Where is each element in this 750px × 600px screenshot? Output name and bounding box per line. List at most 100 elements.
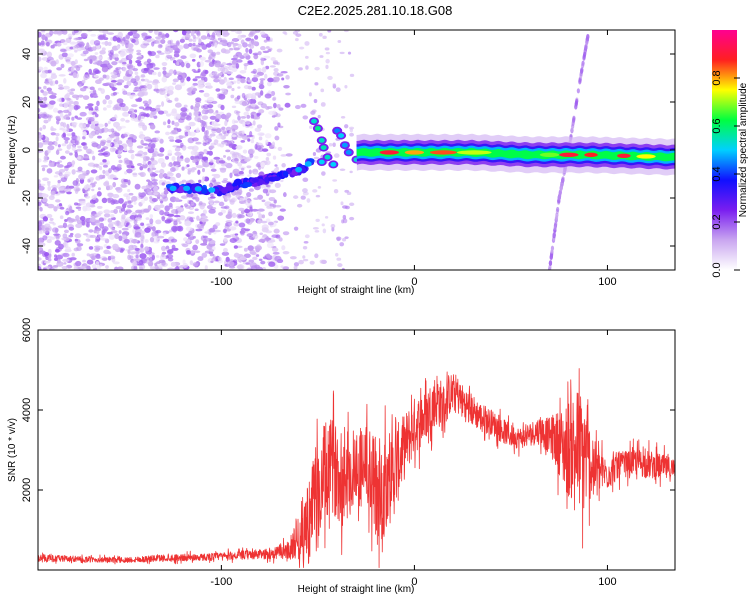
noise-blob (138, 209, 145, 215)
noise-blob (256, 162, 262, 168)
noise-blob (231, 153, 238, 160)
noise-blob (239, 256, 247, 261)
noise-blob (233, 47, 240, 51)
colorbar-tick-label: 0.4 (711, 166, 723, 181)
noise-blob (133, 200, 137, 205)
noise-blob (89, 86, 95, 91)
noise-blob (201, 217, 206, 223)
noise-blob (220, 48, 227, 54)
noise-blob (269, 65, 276, 68)
noise-blob (137, 153, 143, 157)
carrier-hotspot (584, 152, 598, 158)
noise-blob (197, 169, 201, 175)
noise-blob (41, 167, 46, 172)
noise-blob (337, 263, 343, 268)
spectrogram-x-axis: -100 0 100 (210, 30, 617, 288)
figure-title: C2E2.2025.281.10.18.G08 (298, 3, 453, 18)
noise-blob (134, 86, 141, 90)
noise-blob (122, 90, 128, 95)
spectrogram-y-axis: -40 -20 0 20 40 (21, 48, 675, 254)
noise-blob (43, 155, 48, 162)
noise-blob (229, 261, 235, 267)
noise-blob (44, 260, 51, 264)
noise-blob (41, 164, 49, 168)
noise-blob (122, 111, 130, 117)
noise-blob (105, 184, 114, 191)
noise-blob (137, 114, 141, 121)
noise-blob (110, 71, 117, 75)
noise-blob (97, 135, 102, 139)
noise-blob (62, 258, 70, 262)
noise-blob (59, 173, 64, 179)
noise-blob (82, 131, 87, 137)
noise-blob (192, 244, 198, 251)
noise-blob (86, 42, 90, 49)
noise-blob (272, 110, 277, 116)
noise-blob (187, 146, 195, 150)
noise-blob (116, 125, 122, 132)
noise-blob (130, 165, 135, 169)
noise-blob (336, 236, 342, 241)
noise-blob (235, 145, 243, 150)
noise-blob (45, 78, 53, 82)
noise-blob (197, 256, 204, 262)
noise-blob (186, 87, 193, 93)
noise-blob (190, 201, 194, 206)
noise-blob (102, 257, 108, 261)
noise-blob (302, 258, 309, 262)
noise-blob (273, 264, 279, 269)
noise-blob (231, 212, 237, 219)
noise-blob (79, 216, 86, 222)
noise-blob (134, 217, 142, 221)
noise-blob (172, 30, 179, 33)
noise-blob (277, 215, 285, 221)
noise-blob (97, 149, 104, 153)
noise-blob (234, 157, 239, 162)
noise-blob (213, 156, 221, 160)
noise-blob (248, 148, 255, 155)
noise-blob (50, 132, 56, 136)
noise-blob (210, 193, 214, 197)
noise-blob (55, 136, 59, 142)
noise-blob (121, 227, 129, 231)
noise-blob (247, 197, 251, 204)
noise-blob (158, 88, 166, 92)
noise-blob (208, 251, 214, 255)
noise-blob (180, 107, 188, 112)
drift-blob (570, 128, 574, 134)
noise-blob (257, 51, 262, 56)
noise-blob (85, 169, 90, 175)
noise-blob (127, 149, 135, 154)
noise-blob (57, 98, 62, 102)
spectrogram-panel: -100 0 100 -40 -20 0 20 40 Height of straight … (7, 29, 676, 296)
noise-blob (155, 88, 160, 94)
noise-blob (54, 248, 60, 253)
noise-blob (99, 222, 105, 229)
noise-blob (144, 146, 152, 150)
noise-blob (136, 52, 142, 56)
noise-blob (276, 48, 283, 53)
noise-blob (224, 88, 229, 95)
noise-blob (271, 115, 276, 118)
noise-blob (176, 128, 182, 133)
noise-blob (68, 234, 74, 238)
noise-blob (184, 203, 188, 207)
noise-blob (260, 162, 266, 168)
noise-blob (128, 244, 136, 251)
noise-blob (196, 215, 200, 221)
noise-blob (260, 57, 265, 62)
noise-blob (280, 179, 284, 183)
y-tick-label: 40 (21, 48, 33, 60)
trace-blob (233, 178, 243, 186)
noise-blob (269, 37, 273, 42)
drift-blob (584, 45, 588, 51)
noise-blob (53, 107, 59, 113)
noise-blob (165, 72, 172, 77)
noise-blob (39, 206, 43, 212)
noise-blob (295, 33, 302, 37)
noise-blob (215, 113, 222, 120)
noise-blob (208, 198, 214, 205)
noise-blob (138, 106, 145, 110)
y-tick-label: 20 (21, 96, 33, 108)
noise-blob (184, 157, 190, 163)
